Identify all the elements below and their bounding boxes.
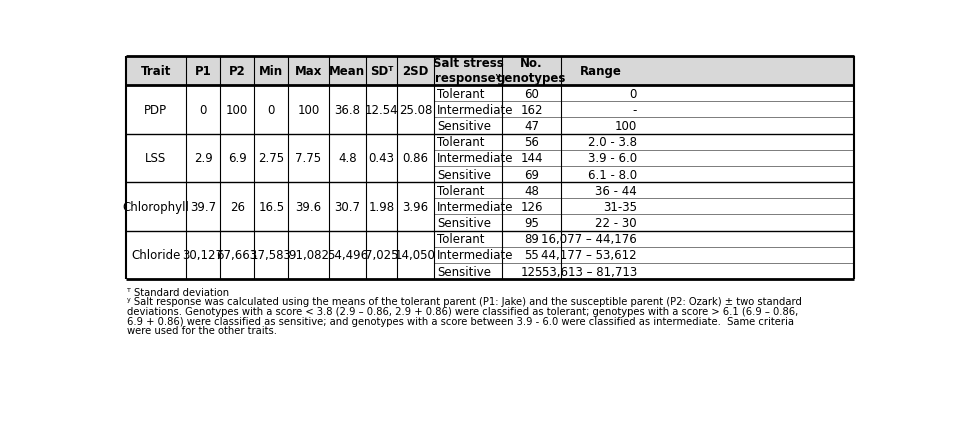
Text: Sensitive: Sensitive [437,217,491,230]
Text: Intermediate: Intermediate [437,249,514,262]
Text: P2: P2 [229,65,245,78]
Text: 67,663: 67,663 [217,249,258,262]
Text: 2.75: 2.75 [258,152,285,165]
Text: 25.08: 25.08 [399,104,432,117]
Text: Tolerant: Tolerant [437,184,484,197]
Text: LSS: LSS [145,152,166,165]
Text: 0: 0 [200,104,207,117]
Text: 30,127: 30,127 [182,249,223,262]
Text: Intermediate: Intermediate [437,152,514,165]
Text: 162: 162 [520,104,543,117]
Text: 69: 69 [524,168,540,181]
Text: 56: 56 [524,136,540,149]
Text: 6.1 - 8.0: 6.1 - 8.0 [588,168,637,181]
Text: Sensitive: Sensitive [437,265,491,278]
Text: 48: 48 [524,184,540,197]
Text: 100: 100 [226,104,248,117]
Text: 125: 125 [520,265,542,278]
Text: 3.96: 3.96 [402,201,429,214]
Text: 0: 0 [267,104,275,117]
Text: Sensitive: Sensitive [437,120,491,133]
Text: 39.7: 39.7 [190,201,216,214]
Text: Trait: Trait [140,65,171,78]
Text: 36.8: 36.8 [334,104,360,117]
Text: P1: P1 [195,65,211,78]
Text: 14,050: 14,050 [395,249,435,262]
Text: 53,613 – 81,713: 53,613 – 81,713 [541,265,637,278]
Text: 0.43: 0.43 [369,152,394,165]
Text: Chlorophyll: Chlorophyll [122,201,189,214]
Text: 0.86: 0.86 [402,152,429,165]
Text: 16.5: 16.5 [258,201,285,214]
Text: 2.0 - 3.8: 2.0 - 3.8 [588,136,637,149]
Text: 12.54: 12.54 [365,104,398,117]
Text: 30.7: 30.7 [334,201,360,214]
Text: 2SD: 2SD [402,65,429,78]
Text: 60: 60 [524,88,540,100]
Text: 144: 144 [520,152,543,165]
Text: ᵀ Standard deviation: ᵀ Standard deviation [127,287,229,297]
Text: 36 - 44: 36 - 44 [595,184,637,197]
Text: 7,025: 7,025 [365,249,398,262]
Text: 4.8: 4.8 [338,152,356,165]
Text: No.
genotypes: No. genotypes [497,57,566,85]
Text: ʸ Salt response was calculated using the means of the tolerant parent (P1: Jake): ʸ Salt response was calculated using the… [127,297,802,307]
Text: 6.9: 6.9 [228,152,246,165]
Text: Salt stress
responseʸ: Salt stress responseʸ [433,57,503,85]
Text: PDP: PDP [144,104,167,117]
Text: 126: 126 [520,201,543,214]
Text: 89: 89 [524,233,540,246]
Text: 95: 95 [524,217,540,230]
Text: 3.9 - 6.0: 3.9 - 6.0 [588,152,637,165]
Text: 100: 100 [297,104,320,117]
Text: 26: 26 [229,201,244,214]
Text: Tolerant: Tolerant [437,233,484,246]
Text: -: - [633,104,637,117]
Text: 55: 55 [524,249,539,262]
Text: Tolerant: Tolerant [437,88,484,100]
Text: 39.6: 39.6 [295,201,322,214]
Text: Intermediate: Intermediate [437,201,514,214]
Text: Min: Min [259,65,284,78]
Text: Chloride: Chloride [131,249,180,262]
Text: 17,583: 17,583 [251,249,291,262]
Text: Mean: Mean [329,65,366,78]
Text: SDᵀ: SDᵀ [370,65,393,78]
Text: 100: 100 [615,120,637,133]
Text: 2.9: 2.9 [194,152,212,165]
Text: Tolerant: Tolerant [437,136,484,149]
Text: 31-35: 31-35 [603,201,637,214]
Text: 22 - 30: 22 - 30 [596,217,637,230]
Text: 6.9 + 0.86) were classified as sensitive; and genotypes with a score between 3.9: 6.9 + 0.86) were classified as sensitive… [127,316,795,326]
Text: Intermediate: Intermediate [437,104,514,117]
Text: 16,077 – 44,176: 16,077 – 44,176 [541,233,637,246]
Text: 7.75: 7.75 [295,152,322,165]
Text: were used for the other traits.: were used for the other traits. [127,326,277,335]
Text: Max: Max [295,65,322,78]
Text: 44,177 – 53,612: 44,177 – 53,612 [541,249,637,262]
Text: 0: 0 [629,88,637,100]
Text: Sensitive: Sensitive [437,168,491,181]
Text: 91,082: 91,082 [288,249,329,262]
Text: 1.98: 1.98 [369,201,394,214]
Bar [125,57,854,86]
Text: 54,496: 54,496 [327,249,368,262]
Text: 47: 47 [524,120,540,133]
Text: deviations. Genotypes with a score < 3.8 (2.9 – 0.86, 2.9 + 0.86) were classifie: deviations. Genotypes with a score < 3.8… [127,306,798,316]
Text: Range: Range [580,65,622,78]
